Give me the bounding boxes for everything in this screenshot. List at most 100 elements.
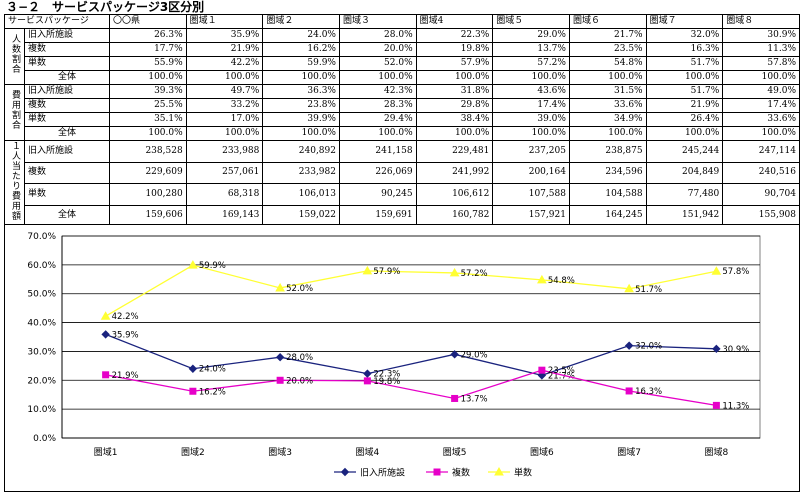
data-label: 13.7% bbox=[461, 394, 488, 404]
table-cell: 100.0% bbox=[262, 70, 340, 85]
table-cell: 32.0% bbox=[645, 28, 724, 43]
table-row: 全体 159,606 169,143 159,022 159,691 160,782 157… bbox=[5, 204, 800, 227]
table-cell: 68,318 bbox=[185, 183, 264, 206]
row-label: 複数 bbox=[23, 161, 111, 184]
row-label: 単数 bbox=[23, 183, 111, 206]
data-point bbox=[276, 376, 284, 384]
data-point bbox=[711, 266, 722, 275]
data-label: 21.7% bbox=[548, 371, 575, 381]
table-cell: 57.2% bbox=[492, 56, 570, 71]
column-header: 圏域4 bbox=[415, 14, 494, 29]
data-point bbox=[363, 377, 371, 385]
table-cell: 100,280 bbox=[109, 183, 187, 206]
table-cell: 90,245 bbox=[338, 183, 417, 206]
data-label: 42.2% bbox=[112, 312, 139, 322]
table-cell: 29.8% bbox=[415, 98, 494, 113]
table-cell: 100.0% bbox=[568, 70, 647, 85]
table-cell: 237,205 bbox=[492, 140, 570, 163]
data-point bbox=[712, 401, 720, 409]
table-cell: 100.0% bbox=[185, 70, 264, 85]
row-group-text: 費用割合 bbox=[10, 90, 20, 130]
data-point bbox=[102, 371, 110, 379]
table-cell: 100.0% bbox=[722, 126, 800, 141]
table-cell: 35.1% bbox=[109, 112, 187, 127]
data-point bbox=[537, 274, 547, 284]
table-cell: 22.3% bbox=[415, 28, 494, 43]
row-group-label: 費用割合 bbox=[4, 84, 25, 141]
y-tick-label: 0.0% bbox=[33, 434, 56, 444]
row-group-label: １人当たり費用額 bbox=[4, 140, 25, 227]
data-point bbox=[624, 283, 634, 293]
table-cell: 59.9% bbox=[262, 56, 340, 71]
data-label: 11.3% bbox=[722, 401, 749, 411]
table-cell: 107,588 bbox=[492, 183, 570, 206]
table-cell: 229,609 bbox=[109, 161, 187, 184]
table-body: サービスパッケージ 〇〇県 圏域１ 圏域２ 圏域３ 圏域4 圏域５ 圏域６ 圏域７ 圏域８ 人数割合… bbox=[3, 14, 800, 227]
table-cell: 20.0% bbox=[338, 42, 417, 57]
table-cell: 17.0% bbox=[185, 112, 264, 127]
data-point bbox=[363, 369, 372, 378]
table-cell: 34.9% bbox=[568, 112, 647, 127]
column-header: 圏域７ bbox=[645, 14, 724, 29]
table-cell: 241,992 bbox=[415, 161, 494, 184]
chart-axes: 0.0% 10.0% 20.0% 30.0% 40.0% 50.0% 60.0% 70.0% 圏… bbox=[27, 232, 760, 458]
table-cell: 77,480 bbox=[645, 183, 724, 206]
column-header: 圏域６ bbox=[568, 14, 647, 29]
table-cell: 238,528 bbox=[109, 140, 187, 163]
row-label: 旧入所施設 bbox=[23, 84, 111, 99]
x-tick-label: 圏域7 bbox=[617, 446, 641, 458]
chart-grid bbox=[61, 235, 761, 439]
table-cell: 247,114 bbox=[722, 140, 800, 163]
y-tick-label: 70.0% bbox=[27, 232, 56, 242]
table-cell: 39.0% bbox=[492, 112, 570, 127]
table-cell: 31.8% bbox=[415, 84, 494, 99]
data-label: 59.9% bbox=[199, 261, 226, 271]
row-group-label: 人数割合 bbox=[4, 28, 25, 85]
table-cell: 100.0% bbox=[338, 126, 417, 141]
table-cell: 57.9% bbox=[415, 56, 494, 71]
row-label: 複数 bbox=[23, 98, 111, 113]
data-point bbox=[101, 330, 110, 339]
table-cell: 33.6% bbox=[722, 112, 800, 127]
table-cell: 36.3% bbox=[262, 84, 340, 99]
table-cell: 51.7% bbox=[645, 56, 724, 71]
data-label: 22.3% bbox=[373, 370, 400, 380]
table-cell: 17.4% bbox=[722, 98, 800, 113]
data-point bbox=[451, 394, 459, 402]
data-point bbox=[450, 350, 459, 359]
row-label: 旧入所施設 bbox=[23, 28, 111, 43]
table-cell: 13.7% bbox=[492, 42, 570, 57]
table-cell: 52.0% bbox=[338, 56, 417, 71]
plot-area bbox=[61, 235, 761, 439]
table-cell: 100.0% bbox=[568, 126, 647, 141]
x-tick-label: 圏域1 bbox=[94, 446, 118, 458]
data-label: 32.0% bbox=[635, 342, 662, 352]
data-point bbox=[189, 387, 197, 395]
table-cell: 16.3% bbox=[645, 42, 724, 57]
table-cell: 257,061 bbox=[185, 161, 264, 184]
legend-label: 単数 bbox=[514, 467, 532, 479]
series-1: 21.9% 16.2% 20.0% 19.8% 13.7% 23.5% 16.3% 11.3% bbox=[102, 366, 749, 411]
data-label: 57.2% bbox=[461, 269, 488, 279]
table-cell: 38.4% bbox=[415, 112, 494, 127]
x-tick-label: 圏域6 bbox=[530, 446, 554, 458]
data-point bbox=[100, 311, 111, 320]
table-cell: 11.3% bbox=[722, 42, 800, 57]
data-label: 54.8% bbox=[548, 276, 575, 286]
table-cell: 21.9% bbox=[645, 98, 724, 113]
table-row: 単数 35.1% 17.0% 39.9% 29.4% 38.4% 39.0% 34.9% 26.… bbox=[5, 112, 800, 127]
data-point bbox=[362, 265, 373, 275]
column-header: 圏域８ bbox=[722, 14, 800, 29]
table-cell: 90,704 bbox=[722, 183, 800, 206]
y-tick-label: 20.0% bbox=[27, 376, 56, 386]
data-label: 20.0% bbox=[286, 376, 313, 386]
data-point bbox=[712, 344, 721, 354]
table-cell: 19.8% bbox=[415, 42, 494, 57]
data-point bbox=[188, 364, 198, 373]
table-cell: 100.0% bbox=[722, 70, 800, 85]
page-title: ３−２ サービスパッケージ3区分別 bbox=[6, 0, 205, 14]
row-label: 全体 bbox=[23, 126, 111, 141]
row-group-text: 人数割合 bbox=[10, 34, 20, 74]
x-tick-label: 圏域4 bbox=[356, 446, 380, 458]
table-cell: 238,875 bbox=[568, 140, 647, 163]
